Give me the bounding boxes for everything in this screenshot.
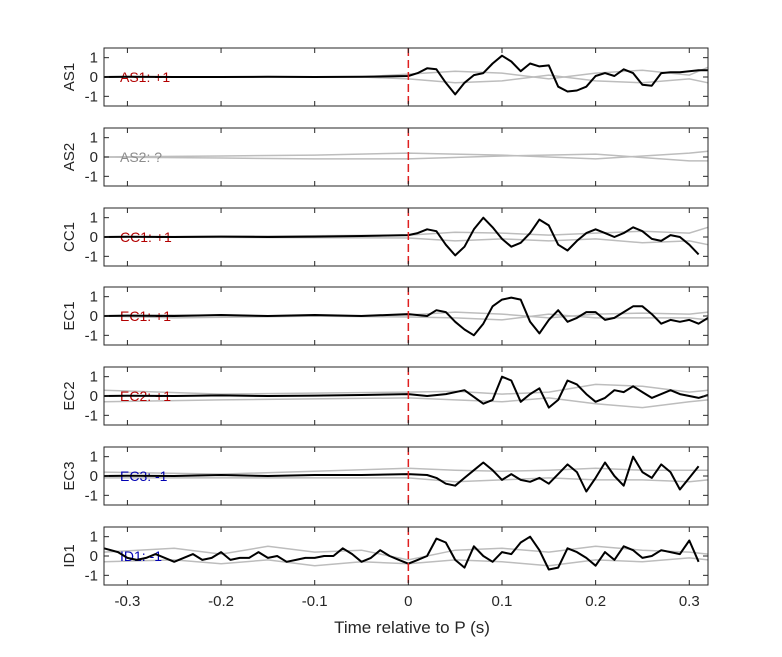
y-tick-label: 0: [90, 468, 98, 485]
waveform-ec1: [103, 296, 709, 337]
background-trace-ec3-1: [103, 467, 708, 475]
y-axis-label-ec1: EC1: [61, 301, 78, 330]
x-tick-label: -0.2: [208, 593, 234, 610]
background-trace-cc1-2: [103, 236, 709, 246]
x-tick-label: 0: [404, 593, 412, 610]
x-tick-label: 0.3: [679, 593, 700, 610]
y-tick-label: 1: [90, 130, 98, 147]
y-tick-label: 1: [90, 529, 98, 546]
waveform-cc1: [103, 216, 700, 257]
background-trace-cc1-1: [103, 226, 709, 238]
panel-as2: AS2: ? -1 0 1 AS2: [61, 127, 709, 187]
waveform-as1: [103, 54, 708, 96]
y-tick-label: 1: [90, 369, 98, 386]
y-axis-label-as1: AS1: [61, 63, 78, 91]
y-tick-label: -1: [85, 407, 98, 424]
y-tick-label: -1: [85, 168, 98, 185]
x-tick-label: 0.2: [585, 593, 606, 610]
waveform-ec3: [103, 455, 700, 493]
x-tick-label: 0.1: [492, 593, 513, 610]
x-axis-label: Time relative to P (s): [334, 618, 490, 637]
y-tick-label: 0: [90, 548, 98, 565]
y-tick-label: 0: [90, 388, 98, 405]
y-axis-label-as2: AS2: [61, 143, 78, 171]
y-tick-label: 0: [90, 69, 98, 86]
y-tick-label: -1: [85, 327, 98, 344]
polarity-label-as2: AS2: ?: [120, 149, 162, 165]
y-axis-label-ec2: EC2: [61, 381, 78, 410]
y-tick-label: -1: [85, 88, 98, 105]
polarity-label-id1: ID1: -1: [120, 548, 162, 564]
background-trace-ec2-2: [103, 397, 709, 409]
background-trace-ec3-2: [104, 477, 709, 483]
y-tick-label: 1: [90, 50, 98, 67]
y-tick-label: 1: [90, 449, 98, 466]
panel-id1: ID1: -1 -1 0 1 ID1: [61, 526, 709, 586]
y-tick-label: -1: [85, 248, 98, 265]
x-tick-label: -0.1: [302, 593, 328, 610]
y-tick-label: -1: [85, 487, 98, 504]
x-tick-label: -0.3: [114, 593, 140, 610]
y-tick-label: 0: [90, 308, 98, 325]
y-axis-label-cc1: CC1: [61, 222, 78, 252]
y-tick-label: 0: [90, 149, 98, 166]
x-axis: -0.3 -0.2 -0.1 0 0.1 0.2 0.3: [114, 593, 699, 610]
background-trace-as1-2: [104, 74, 709, 84]
y-axis-label-ec3: EC3: [61, 461, 78, 490]
y-tick-label: 1: [90, 210, 98, 227]
y-axis-label-id1: ID1: [61, 544, 78, 567]
background-trace-as2-1: [103, 150, 709, 160]
background-trace-id1-1: [103, 545, 709, 561]
waveform-id1: [103, 535, 700, 571]
y-tick-label: -1: [85, 567, 98, 584]
waveform-ec2: [103, 375, 709, 409]
background-trace-id1-2: [103, 557, 709, 567]
y-tick-label: 1: [90, 289, 98, 306]
background-trace-ec2-1: [103, 383, 709, 395]
y-tick-label: 0: [90, 229, 98, 246]
background-trace-as2-2: [103, 153, 708, 162]
